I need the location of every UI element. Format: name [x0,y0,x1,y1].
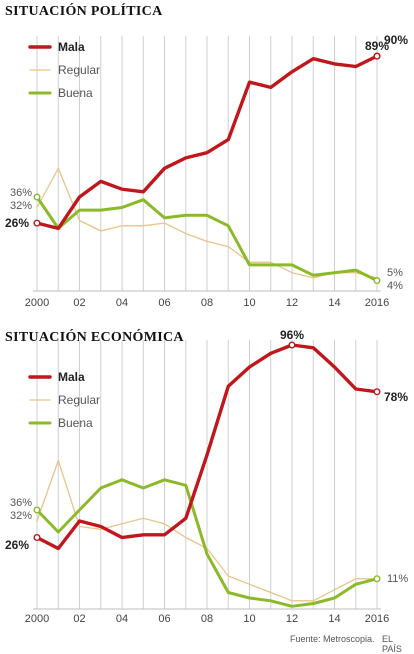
end-marker-mala [373,388,381,396]
source-note: Fuente: Metroscopia. [290,634,375,644]
start-data-label: 32% [10,200,32,212]
chart-panel-politica: SITUACIÓN POLÍTICA 2000 02 04 06 08 10 12 14 201… [0,0,414,318]
series-line-mala [35,343,379,551]
chart-title: SITUACIÓN POLÍTICA [5,4,163,19]
x-tick-label: 02 [73,613,85,625]
end-marker-buena [373,277,381,285]
x-tick-label: 04 [116,297,128,309]
start-marker-mala [33,533,41,541]
start-data-label: 26% [5,216,29,230]
brand-label: EL PAÍS [382,634,402,654]
peak-marker-mala [373,52,381,60]
legend-label-mala: Mala [58,370,85,384]
legend-label-regular: Regular [58,63,100,77]
end-data-label: 90% [384,33,408,47]
x-tick-label: 04 [116,613,128,625]
start-marker-mala [33,219,41,227]
legend-label-buena: Buena [58,86,93,100]
series-line-mala [35,54,379,231]
end-data-label: 4% [387,280,403,292]
chart-plot: 2000 02 04 06 08 10 12 14 2016 89% 36%32% 26% 90% 5%4… [5,33,408,309]
start-data-label: 36% [10,497,32,509]
legend-label-regular: Regular [58,393,100,407]
series-line-regular [36,459,378,602]
end-marker-buena [373,575,381,583]
x-tick-label: 2000 [25,297,49,309]
x-tick-label: 10 [243,613,255,625]
x-tick-label: 14 [328,613,340,625]
start-data-label: 32% [10,510,32,522]
x-tick-label: 06 [158,613,170,625]
x-tick-label: 14 [328,297,340,309]
series-line-buena [35,478,379,608]
x-tick-label: 02 [73,297,85,309]
start-data-label: 26% [5,538,29,552]
peak-marker-mala [288,341,296,349]
legend-label-mala: Mala [58,40,85,54]
peak-data-label: 96% [280,328,304,342]
legend-label-buena: Buena [58,416,93,430]
x-tick-label: 10 [243,297,255,309]
chart-plot: 2000 02 04 06 08 10 12 14 2016 96% 36%32% 26% 78% 11%… [5,328,408,625]
end-data-label: 78% [384,390,408,404]
x-tick-label: 06 [158,297,170,309]
x-tick-label: 2016 [365,297,389,309]
end-data-label: 5% [387,267,403,279]
peak-data-label: 89% [365,39,389,53]
x-tick-label: 12 [286,297,298,309]
start-marker-buena [33,506,41,514]
series-line-regular [36,167,378,279]
start-data-label: 36% [10,187,32,199]
series-line-buena [35,195,379,283]
x-tick-label: 08 [201,613,213,625]
x-tick-label: 08 [201,297,213,309]
x-tick-label: 2000 [25,613,49,625]
chart-panel-economica: SITUACIÓN ECONÓMICA 2000 02 04 06 08 10 12 14 20… [0,326,414,628]
end-data-label: 11% [387,573,408,585]
x-tick-label: 12 [286,613,298,625]
start-marker-buena [33,193,41,201]
x-tick-label: 2016 [365,613,389,625]
chart-title: SITUACIÓN ECONÓMICA [5,330,184,345]
